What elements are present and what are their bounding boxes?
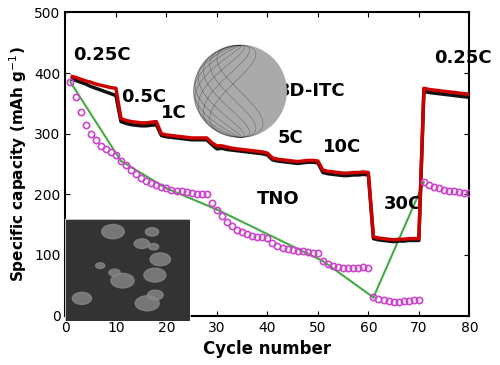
Ellipse shape [135, 296, 159, 311]
Ellipse shape [134, 239, 150, 249]
Ellipse shape [102, 224, 124, 239]
X-axis label: Cycle number: Cycle number [204, 340, 332, 358]
Y-axis label: Specific capacity (mAh g$^{-1}$): Specific capacity (mAh g$^{-1}$) [7, 46, 28, 282]
Text: 0.25C: 0.25C [73, 46, 130, 64]
Text: 5C: 5C [278, 129, 303, 147]
Text: 10C: 10C [323, 138, 361, 156]
Text: 0.25C: 0.25C [434, 49, 492, 67]
Ellipse shape [109, 269, 120, 276]
Ellipse shape [148, 290, 163, 300]
Circle shape [194, 45, 286, 137]
Text: 0.5C: 0.5C [121, 88, 166, 107]
Ellipse shape [144, 268, 166, 282]
Text: TNO: TNO [258, 190, 300, 208]
Ellipse shape [148, 243, 158, 250]
Ellipse shape [150, 253, 171, 266]
Ellipse shape [146, 228, 158, 236]
Text: 3D-ITC: 3D-ITC [278, 82, 345, 100]
Text: 30C: 30C [384, 195, 422, 212]
Ellipse shape [72, 292, 92, 304]
Ellipse shape [96, 263, 105, 269]
Text: 1C: 1C [162, 104, 187, 122]
Text: 2C: 2C [217, 111, 242, 129]
Ellipse shape [111, 273, 134, 288]
